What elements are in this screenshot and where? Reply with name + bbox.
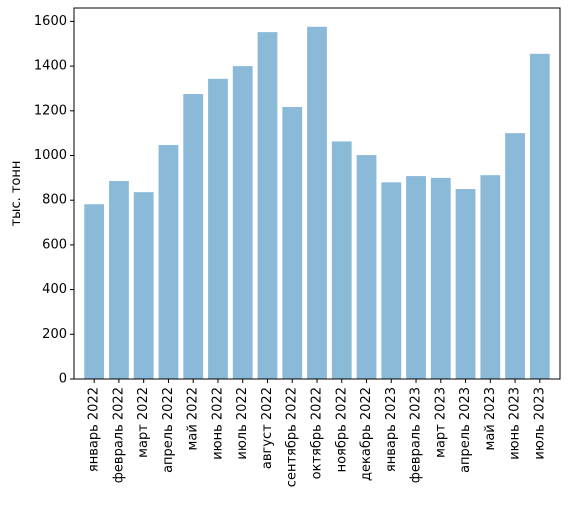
bar <box>183 94 204 380</box>
y-tick-label: 1000 <box>34 148 67 163</box>
bar <box>406 176 426 379</box>
x-tick-label: июль 2022 <box>235 387 250 460</box>
y-axis-label: тыс. тонн <box>9 161 24 227</box>
x-tick-label: ноябрь 2022 <box>334 387 349 472</box>
y-tick-label: 1600 <box>34 14 67 29</box>
bar <box>109 180 129 379</box>
bar <box>331 141 352 379</box>
bar <box>208 78 228 379</box>
x-tick-label: март 2022 <box>136 387 151 458</box>
bar <box>307 26 327 379</box>
x-tick-label: июль 2023 <box>532 387 547 460</box>
y-tick-label: 1400 <box>34 59 67 74</box>
bar <box>232 66 253 380</box>
x-tick-label: май 2022 <box>186 387 201 450</box>
x-tick-label: январь 2022 <box>87 387 102 472</box>
plot-frame <box>73 7 561 380</box>
y-tick-label: 400 <box>42 282 67 297</box>
x-tick-label: октябрь 2022 <box>310 387 325 479</box>
y-tick-label: 600 <box>42 237 67 252</box>
bars-group <box>84 26 550 380</box>
x-tick-label: апрель 2023 <box>458 387 473 473</box>
bar <box>480 175 501 379</box>
bar <box>381 182 402 379</box>
x-tick-label: июнь 2022 <box>210 387 225 460</box>
x-tick-label: сентябрь 2022 <box>285 387 300 487</box>
x-tick-label: февраль 2022 <box>111 387 126 483</box>
y-tick-label: 800 <box>42 193 67 208</box>
y-axis-ticks: 0 200 400 600 800 1000 1200 1400 1600 <box>34 14 74 387</box>
x-tick-label: июнь 2023 <box>508 387 523 460</box>
bar <box>133 192 154 379</box>
x-tick-label: март 2023 <box>433 387 448 458</box>
y-tick-label: 1200 <box>34 103 67 118</box>
x-tick-label: февраль 2023 <box>409 387 424 483</box>
x-tick-label: декабрь 2022 <box>359 387 374 481</box>
bar <box>505 133 525 379</box>
bar <box>430 177 451 379</box>
x-tick-label: январь 2023 <box>384 387 399 472</box>
x-tick-label: апрель 2022 <box>161 387 176 473</box>
bar <box>356 155 377 379</box>
bar <box>257 32 278 379</box>
x-tick-label: май 2023 <box>483 387 498 450</box>
bar <box>529 53 550 380</box>
bar <box>282 107 303 380</box>
bar <box>455 189 476 379</box>
y-tick-label: 200 <box>42 327 67 342</box>
bar <box>158 145 179 379</box>
x-axis-ticks: январь 2022 февраль 2022 март 2022 апрель 2… <box>87 379 547 487</box>
bar <box>84 204 105 379</box>
y-tick-label: 0 <box>59 372 67 387</box>
x-tick-label: август 2022 <box>260 387 275 469</box>
